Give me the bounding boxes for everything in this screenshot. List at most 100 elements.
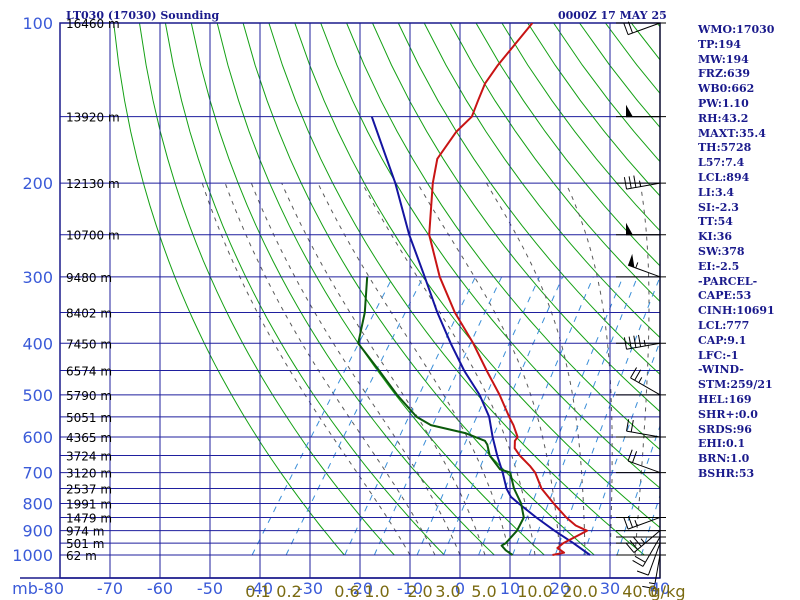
stat-item: L57:7.4 (698, 156, 745, 170)
height-label: 9480 m (66, 271, 112, 285)
temperature-label: -30 (297, 579, 323, 598)
moist-adiabat (361, 182, 536, 556)
pressure-label: 500 (22, 386, 53, 405)
temperature-label: 20 (550, 579, 570, 598)
temperature-label: 10 (500, 579, 520, 598)
mixing-ratio-line (285, 276, 424, 556)
mixing-ratio-label: 0.1 (245, 582, 270, 600)
stat-item: SW:378 (698, 244, 745, 258)
wind-barb (616, 104, 666, 118)
temperature-label: -40 (247, 579, 273, 598)
height-label: 6574 m (66, 365, 112, 379)
wind-barb (616, 253, 666, 278)
stat-item: KI:36 (698, 230, 733, 244)
stat-item: SI:-2.3 (698, 200, 739, 214)
wind-barb (616, 516, 666, 530)
height-label: 5051 m (66, 411, 112, 425)
stat-item: PW:1.10 (698, 96, 749, 110)
height-label: 13920 m (66, 111, 120, 125)
mixing-ratio-line (512, 276, 624, 556)
stat-item: -PARCEL- (698, 274, 758, 288)
temperature-label: -60 (147, 579, 173, 598)
stat-item: TT:54 (698, 215, 733, 229)
height-label: 7450 m (66, 337, 112, 351)
dry-adiabat (216, 23, 545, 556)
temperature-label: mb-80 (12, 579, 64, 598)
moist-adiabat (201, 182, 411, 556)
mixing-ratio-line (583, 340, 660, 556)
mixing-ratio-label: 3.0 (435, 582, 460, 600)
moist-adiabat (565, 182, 613, 555)
stat-item: -WIND- (698, 363, 744, 377)
wind-barb (616, 536, 666, 567)
pressure-label: 900 (22, 522, 53, 541)
temperature-label: 0 (455, 579, 465, 598)
height-label: 2537 m (66, 483, 112, 497)
stat-item: CAPE:53 (698, 289, 752, 303)
mixing-ratio-line (416, 276, 540, 556)
stat-item: SRDS:96 (698, 422, 752, 436)
stat-item: MW:194 (698, 52, 749, 66)
sounding-indices: WMO:17030 TP:194 MW:194 FRZ:639 WB0:662 PW:1.… (698, 23, 775, 482)
pressure-label: 600 (22, 428, 53, 447)
mixing-ratio-line (373, 276, 503, 556)
mixing-ratio-label: 0.6 (334, 582, 359, 600)
stat-item: CINH:10691 (698, 304, 775, 318)
stat-item: WMO:17030 (698, 23, 775, 36)
stat-item: BRN:1.0 (698, 452, 750, 466)
wind-barb (616, 554, 666, 589)
wind-barb (616, 419, 666, 438)
moist-adiabat (250, 182, 461, 556)
height-label: 501 m (66, 537, 104, 551)
dewpoint-trace (357, 276, 525, 556)
temperature-label: -10 (397, 579, 423, 598)
stat-item: LCL:777 (698, 318, 750, 332)
parcel-trace (370, 116, 591, 556)
height-label: 12130 m (66, 177, 120, 191)
stat-item: STM:259/21 (698, 378, 773, 392)
stat-item: EHI:0.1 (698, 437, 746, 451)
stat-item: HEL:169 (698, 392, 752, 406)
mixing-ratio-label: 0.2 (276, 582, 301, 600)
dry-adiabat (139, 23, 395, 556)
pressure-label: 100 (22, 14, 53, 33)
wind-barb (616, 542, 666, 576)
station-title: LT030 (17030) Sounding (66, 9, 220, 22)
pressure-label: 200 (22, 174, 53, 193)
height-label: 3120 m (66, 467, 112, 481)
temperature-trace (428, 23, 588, 556)
moist-adiabat (659, 550, 660, 555)
mixing-ratio-label: 2.0 (407, 582, 432, 600)
wind-barb (616, 449, 666, 474)
height-label: 10700 m (66, 229, 120, 243)
temperature-label: -20 (347, 579, 373, 598)
dry-adiabat (164, 23, 445, 556)
pressure-label: 400 (22, 334, 53, 353)
mixing-ratio-line (528, 276, 638, 556)
mixing-ratio-label: 10.0 (517, 582, 553, 600)
height-label: 1991 m (66, 497, 112, 511)
wind-barb (616, 175, 666, 190)
mixing-ratio-label: 20.0 (562, 582, 598, 600)
observation-time: 0000Z 17 MAY 25 (558, 9, 667, 22)
height-label: 8402 m (66, 306, 112, 320)
stat-item: WB0:662 (698, 82, 755, 96)
pressure-label: 1000 (12, 546, 53, 565)
stat-item: MAXT:35.4 (698, 126, 766, 140)
mixing-ratio-line (478, 276, 594, 556)
moist-adiabat (281, 182, 486, 556)
stat-item: LCL:894 (698, 170, 750, 184)
wind-barb (616, 21, 666, 36)
stat-item: RH:43.2 (698, 111, 749, 125)
wind-barbs (616, 21, 666, 589)
temperature-label: -70 (97, 579, 123, 598)
pressure-label: 300 (22, 268, 53, 287)
mixing-ratio-line (443, 276, 564, 556)
dry-adiabat (294, 23, 660, 529)
stat-item: EI:-2.5 (698, 259, 740, 273)
dry-adiabat (320, 23, 660, 489)
stat-item: SHR+:0.0 (698, 407, 758, 421)
stat-item: TH:5728 (698, 141, 752, 155)
mixing-ratio-line (554, 276, 660, 556)
temperature-label: 40 (650, 579, 670, 598)
